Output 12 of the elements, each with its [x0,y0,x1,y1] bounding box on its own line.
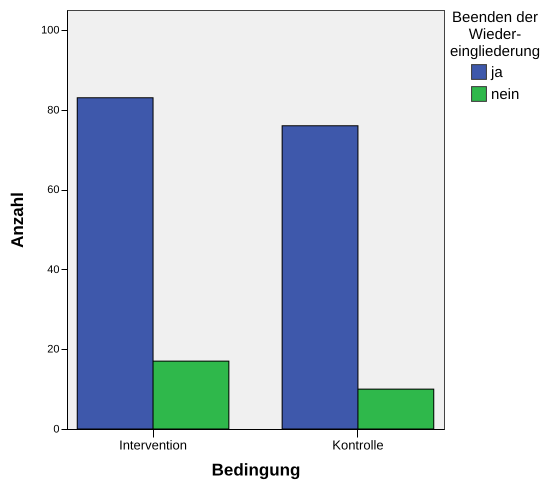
y-tick-label: 100 [41,24,60,36]
y-tick-label: 0 [53,424,60,436]
legend-label: ja [490,64,504,81]
y-tick-label: 80 [47,104,60,116]
x-tick-label: Intervention [119,438,188,452]
y-axis-title: Anzahl [8,192,28,248]
y-tick-label: 60 [47,184,60,196]
legend-label: nein [491,86,520,103]
y-tick-label: 40 [47,264,60,276]
x-tick-label: Kontrolle [332,438,384,452]
y-tick-label: 20 [47,344,60,356]
x-axis-title: Bedingung [212,460,300,480]
